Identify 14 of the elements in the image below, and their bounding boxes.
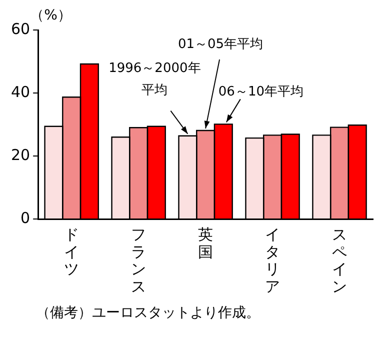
- x-tick-label: ドイツ: [64, 226, 80, 278]
- y-axis-title: （%）: [30, 8, 72, 24]
- y-tick-label: 0: [20, 208, 30, 227]
- text: 1996～2000年平均: [108, 61, 201, 98]
- series-label: 06～10年平均: [218, 84, 304, 100]
- y-tick-label: 60: [10, 20, 30, 38]
- text: 01～05年平均: [178, 36, 264, 52]
- x-tick-label: スペイン: [332, 226, 348, 296]
- x-tick-label: フランス: [131, 226, 146, 296]
- y-tick-label: 40: [10, 82, 30, 101]
- x-tick-label: 英国: [198, 226, 214, 261]
- text: （備考）ユーロスタットより作成。: [35, 304, 261, 322]
- x-tick-label: イタリア: [265, 226, 280, 296]
- y-tick-label: 20: [10, 146, 30, 164]
